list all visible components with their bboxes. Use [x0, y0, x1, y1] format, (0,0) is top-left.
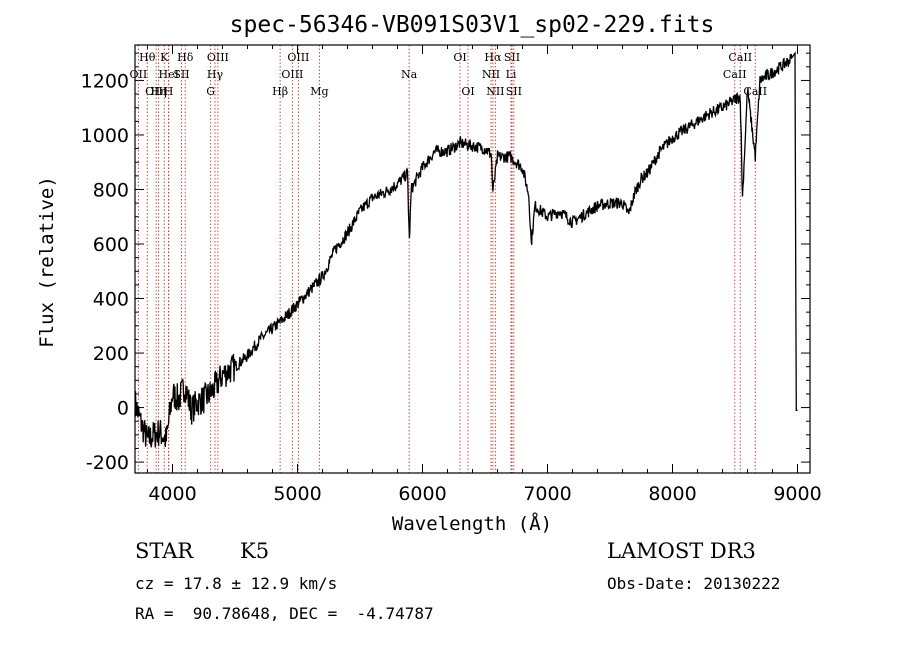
y-axis-label: Flux (relative) [36, 176, 58, 348]
x-tick-label: 5000 [273, 483, 321, 505]
survey-name: LAMOST DR3 [607, 539, 756, 563]
ra-dec-coordinates: RA = 90.78648, DEC = -4.74787 [135, 604, 434, 623]
spectral-line-label: Li [506, 68, 517, 81]
observation-date: Obs-Date: 20130222 [607, 574, 781, 593]
y-tick-label: 200 [93, 343, 129, 365]
plot-frame [134, 44, 811, 474]
spectral-line-label: OIII [287, 51, 309, 64]
spectral-line-label: OII [130, 68, 148, 81]
spectral-line-label: NII [486, 85, 504, 98]
y-tick-label: -200 [86, 452, 129, 474]
object-type: STAR [135, 539, 194, 563]
object-subclass: K5 [240, 539, 270, 563]
y-tick-label: 600 [93, 234, 129, 256]
redshift-cz: cz = 17.8 ± 12.9 km/s [135, 574, 338, 593]
x-tick-label: 4000 [148, 483, 196, 505]
x-tick-label: 8000 [648, 483, 696, 505]
spectral-line-label: Na [401, 68, 418, 81]
spectral-line-label: CaII [743, 85, 767, 98]
axis-ticks: 4000 5000 6000 7000 8000 9000 -200 0 200 400 600 80… [81, 45, 822, 505]
spectral-line-label: Hδ [177, 51, 194, 64]
x-tick-label: 6000 [398, 483, 446, 505]
spectral-line-label: Hβ [272, 85, 288, 98]
spectral-line-label: SII [504, 51, 520, 64]
spectral-line-label: K [160, 51, 169, 64]
spectral-line-label: OI [453, 51, 466, 64]
spectral-line-label: OIII [145, 85, 167, 98]
chart-title: spec-56346-VB091S03V1_sp02-229.fits [230, 12, 715, 38]
spectral-line-label: Mg [310, 85, 328, 98]
spectral-line-label: Hα [484, 51, 502, 64]
spectral-line-label: Hγ [207, 68, 224, 81]
spectral-line-label: SII [173, 68, 189, 81]
y-tick-label: 1000 [81, 125, 129, 147]
spectral-line-label: CaII [723, 68, 747, 81]
spectral-line-label: OIII [281, 68, 303, 81]
x-tick-label: 9000 [773, 483, 821, 505]
spectral-line-label: OIII [207, 51, 229, 64]
y-tick-label: 800 [93, 179, 129, 201]
spectral-line-label: CaII [728, 51, 752, 64]
y-tick-label: 0 [117, 398, 129, 420]
spectral-line-label: NII [482, 68, 500, 81]
y-tick-label: 400 [93, 289, 129, 311]
spectral-line-label: SII [506, 85, 522, 98]
y-tick-label: 1200 [81, 70, 129, 92]
x-axis-label: Wavelength (Å) [392, 512, 552, 535]
spectrum-series-line [134, 51, 798, 448]
x-tick-label: 7000 [523, 483, 571, 505]
spectral-line-label: Hθ [139, 51, 156, 64]
spectral-line-label: G [206, 85, 215, 98]
spectral-line-label: Hη [151, 85, 167, 98]
spectral-line-label: H [164, 85, 174, 98]
spectral-line-label: OI [461, 85, 474, 98]
